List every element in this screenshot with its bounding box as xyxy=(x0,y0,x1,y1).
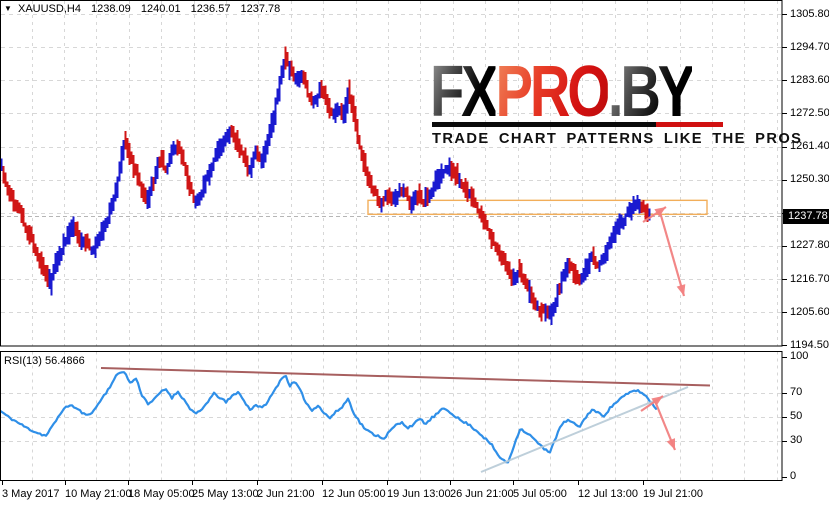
logo-underline-bar xyxy=(432,122,723,127)
price-axis-label: 1305.80 xyxy=(790,7,829,20)
time-axis-label: 18 May 05:00 xyxy=(128,488,195,500)
rsi-upper-trendline[interactable] xyxy=(100,367,711,387)
time-axis-label: 10 May 21:00 xyxy=(65,488,132,500)
logo-tagline: TRADE CHART PATTERNS LIKE THE PROS xyxy=(432,130,803,147)
time-axis-label: 2 Jun 21:00 xyxy=(257,488,315,500)
main-panel-border xyxy=(0,0,783,347)
ohlc-high: 1240.01 xyxy=(140,3,181,15)
ohlc-close: 1237.78 xyxy=(240,3,281,15)
rsi-axis-label: 30 xyxy=(790,434,803,447)
time-axis-label: 26 Jun 21:00 xyxy=(450,488,514,500)
price-axis-label: 1294.70 xyxy=(790,40,829,53)
logo-fx: FX xyxy=(430,52,499,132)
candlestick-series xyxy=(0,46,651,326)
price-axis-label: 1227.80 xyxy=(790,239,829,252)
price-axis-label: 1205.60 xyxy=(790,305,829,318)
price-forecast-down-arrow-head xyxy=(676,284,686,296)
rsi-panel-border xyxy=(0,351,783,482)
logo-dot-by: .BY xyxy=(607,52,695,132)
rsi-line xyxy=(0,371,658,464)
price-bounce-arrow-head xyxy=(654,207,666,217)
rsi-axis-label: 0 xyxy=(790,470,797,483)
ohlc-low: 1236.57 xyxy=(190,3,231,15)
axis-ticks xyxy=(2,14,787,485)
price-axis-label: 1283.60 xyxy=(790,73,829,86)
time-axis-label: 19 Jun 13:00 xyxy=(387,488,451,500)
price-forecast-down-arrow[interactable] xyxy=(658,211,686,297)
rsi-axis-label: 70 xyxy=(790,386,803,399)
fxpro-logo-text: FXPRO.BY xyxy=(430,56,695,128)
time-axis-label: 12 Jun 05:00 xyxy=(322,488,386,500)
current-price-badge: 1237.78 xyxy=(783,208,829,224)
price-axis-label: 1272.50 xyxy=(790,106,829,119)
symbol-name: XAUUSD,H4 xyxy=(17,3,81,15)
panel-borders xyxy=(0,0,783,482)
time-axis-label: 19 Jul 21:00 xyxy=(643,488,703,500)
price-axis-label: 1194.50 xyxy=(790,338,829,351)
rsi-indicator-label: RSI(13) 56.4866 xyxy=(4,355,85,367)
price-axis-label: 1216.70 xyxy=(790,272,829,285)
time-axis-label: 25 May 13:00 xyxy=(192,488,259,500)
rsi-axis-label: 50 xyxy=(790,410,803,423)
chart-title: ▼ XAUUSD,H4 1238.09 1240.01 1236.57 1237… xyxy=(4,3,280,15)
logo-pro: PRO xyxy=(495,52,611,132)
time-axis-label: 5 Jul 05:00 xyxy=(513,488,567,500)
time-axis-label: 3 May 2017 xyxy=(2,488,60,500)
ohlc-open: 1238.09 xyxy=(91,3,131,15)
symbol-marker-icon: ▼ xyxy=(4,4,12,13)
rsi-bounce-arrow-head xyxy=(651,396,663,406)
price-axis-label: 1250.30 xyxy=(790,173,829,186)
resistance-zone[interactable] xyxy=(367,199,708,216)
price-axis-label: 1261.40 xyxy=(790,140,829,153)
rsi-forecast-down-arrow-head xyxy=(666,438,676,450)
rsi-axis-label: 100 xyxy=(790,350,809,363)
fxpro-watermark: FXPRO.BY TRADE CHART PATTERNS LIKE THE P… xyxy=(430,56,801,147)
time-axis-label: 12 Jul 13:00 xyxy=(578,488,638,500)
